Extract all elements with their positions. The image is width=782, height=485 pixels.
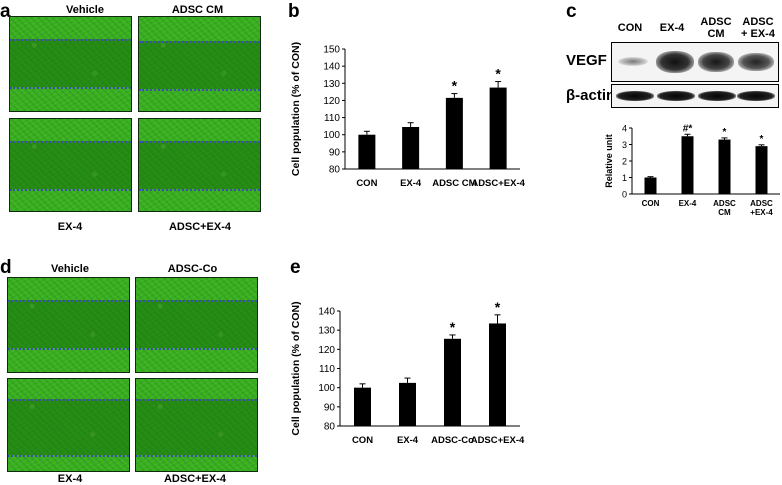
chart-e-significance-mark: * (495, 299, 501, 315)
actin-band-con (616, 91, 654, 101)
actin-band-adsc-cm (698, 91, 736, 101)
chart-e: 80 90 100 110 120 130 140 Cell population (% of… (290, 299, 525, 446)
chart-e-ytick-label: 80 (324, 422, 336, 433)
panel-d-bottom-right-label: ADSC+EX-4 (163, 473, 227, 485)
chart-e-ylabel: Cell population (% of CON) (290, 301, 302, 435)
vegf-band-ex4 (656, 51, 694, 73)
panel-a-letter: a (0, 1, 11, 22)
blot-lane-label-ex4: EX-4 (659, 22, 685, 34)
panel-a-top-left-label: Vehicle (66, 4, 104, 16)
chart-c-ytick-label: 2 (622, 157, 627, 167)
panel-d-top-left-label: Vehicle (51, 263, 89, 275)
chart-e-bar (354, 387, 371, 426)
blot-beta-actin (611, 84, 779, 108)
chart-b-category-label: ADSC+EX-4 (471, 178, 525, 189)
panel-d-micrograph-adsc-ex4 (135, 378, 258, 472)
blot-actin-label: β-actin (566, 87, 616, 104)
chart-b-category-label: CON (356, 178, 377, 189)
chart-b-ytick-label: 90 (329, 147, 341, 158)
chart-c: 0 1 2 3 4 Relative unit CON #* EX-4 * ADSC CM * ADSC +… (604, 123, 780, 217)
chart-b-ytick-label: 80 (329, 165, 341, 176)
blot-vegf (611, 42, 779, 82)
chart-c-ytick-label: 3 (622, 140, 627, 150)
panel-a-micrograph-ex4 (9, 118, 132, 212)
chart-b-ytick-label: 100 (323, 130, 340, 141)
panel-d-micrograph-adsc-co (135, 277, 258, 373)
chart-e-ytick-label: 140 (318, 307, 335, 318)
chart-b-bar (445, 97, 463, 169)
chart-c-bar (681, 136, 694, 194)
chart-e-ytick-label: 120 (318, 345, 335, 356)
chart-c-ytick-label: 4 (622, 124, 627, 134)
panel-b-letter: b (288, 1, 300, 22)
chart-b-category-label: ADSC CM (432, 178, 476, 189)
chart-e-category-label: ADSC-Co (431, 435, 474, 446)
chart-c-ylabel: Relative unit (604, 134, 614, 188)
chart-e-bar (489, 323, 506, 426)
chart-e-ytick-label: 130 (318, 326, 335, 337)
chart-b-ytick-label: 110 (324, 113, 340, 124)
blot-vegf-label: VEGF (566, 52, 607, 69)
chart-b: 80 90 100 110 120 130 140 150 Cell population (%… (290, 42, 525, 189)
panel-a-bottom-left-label: EX-4 (57, 221, 83, 233)
panel-a-micrograph-vehicle (9, 16, 132, 112)
chart-c-significance-mark: #* (683, 123, 693, 134)
chart-c-bar (644, 177, 657, 194)
chart-e-category-label: ADSC+EX-4 (471, 435, 525, 446)
panel-a-bottom-right-label: ADSC+EX-4 (168, 221, 232, 233)
chart-b-bar (358, 134, 376, 169)
vegf-band-con (618, 57, 648, 66)
panel-a-micrograph-adsc-cm (138, 16, 261, 112)
chart-b-ytick-label: 120 (323, 96, 340, 107)
chart-c-bar (718, 139, 731, 194)
chart-e-ytick-label: 100 (318, 383, 335, 394)
chart-b-ytick-label: 130 (323, 79, 340, 90)
vegf-band-adsc-ex4 (738, 53, 774, 71)
chart-c-significance-mark: * (760, 134, 764, 145)
chart-b-significance-mark: * (452, 78, 458, 94)
panel-d-bottom-left-label: EX-4 (57, 473, 83, 485)
blot-lane-label-adsc-ex4: ADSC + EX-4 (741, 16, 775, 40)
chart-b-bar (489, 87, 507, 169)
chart-c-ytick-label: 1 (622, 173, 627, 183)
chart-b-ylabel: Cell population (% of CON) (290, 42, 302, 176)
panel-d-letter: d (0, 257, 12, 278)
chart-c-category-label: ADSC +EX-4 (750, 199, 773, 217)
chart-b-ytick-label: 150 (323, 45, 340, 56)
panel-d-micrograph-ex4 (7, 378, 130, 472)
chart-c-significance-mark: * (723, 127, 727, 138)
chart-c-category-label: ADSC CM (713, 199, 736, 217)
chart-b-category-label: EX-4 (400, 178, 422, 189)
chart-e-category-label: CON (352, 435, 373, 446)
chart-e-significance-mark: * (450, 319, 456, 335)
blot-lane-label-con: CON (617, 22, 643, 34)
chart-e-bar (399, 382, 416, 426)
chart-c-category-label: CON (642, 199, 660, 208)
chart-e-category-label: EX-4 (397, 435, 419, 446)
chart-e-ytick-label: 90 (324, 402, 336, 413)
chart-b-bar (402, 127, 420, 169)
panel-a-micrograph-adsc-ex4 (138, 118, 261, 212)
blot-lane-label-adsc-cm: ADSC CM (700, 16, 732, 40)
actin-band-ex4 (657, 91, 695, 101)
vegf-band-adsc-cm (698, 52, 734, 72)
chart-c-ytick-label: 0 (622, 190, 627, 200)
panel-e-letter: e (290, 257, 301, 278)
actin-band-adsc-ex4 (737, 91, 775, 101)
panel-a-top-right-label: ADSC CM (171, 4, 224, 16)
chart-c-category-label: EX-4 (679, 199, 697, 208)
panel-d-micrograph-vehicle (7, 277, 130, 373)
panel-d-top-right-label: ADSC-Co (167, 263, 218, 275)
chart-e-ytick-label: 110 (319, 364, 335, 375)
chart-e-bar (444, 338, 461, 426)
chart-c-bar (755, 146, 768, 194)
chart-b-significance-mark: * (495, 66, 501, 82)
panel-c-letter: c (566, 1, 577, 22)
chart-b-ytick-label: 140 (323, 62, 340, 73)
